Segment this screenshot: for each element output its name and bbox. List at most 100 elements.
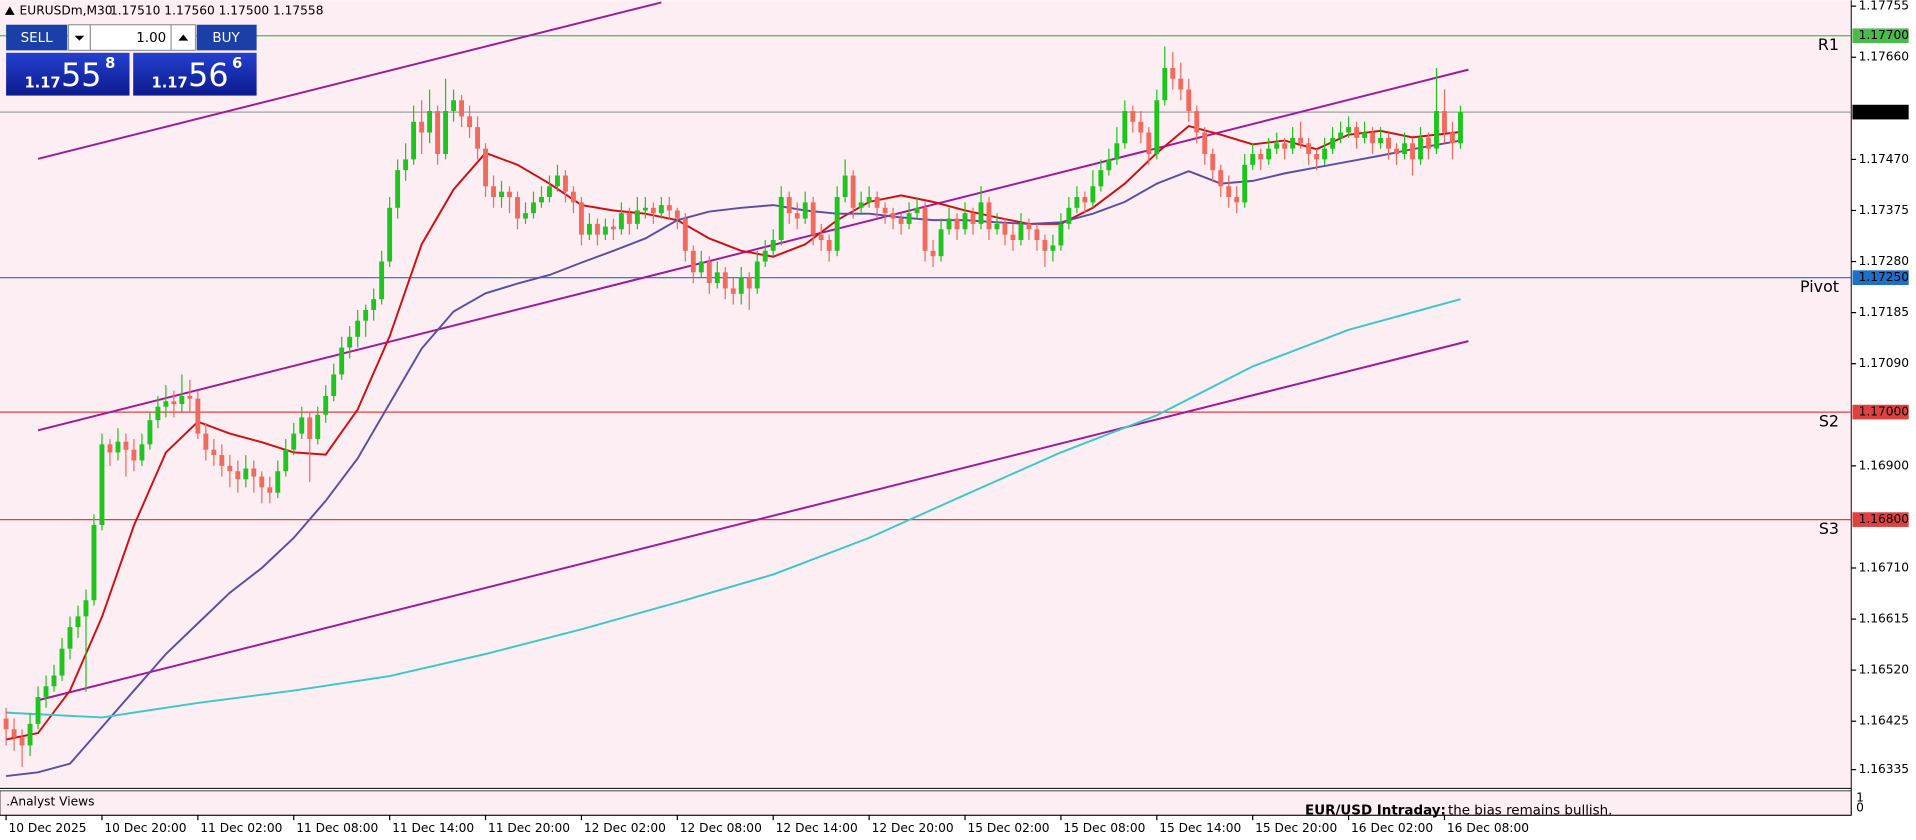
candle-body (578, 202, 584, 235)
candle-body (227, 465, 233, 472)
y-tick-label: 1.16710 (1859, 560, 1909, 574)
candle-body (339, 347, 345, 375)
bid-box[interactable] (6, 52, 130, 96)
candle-body (19, 737, 25, 746)
candle-body (594, 223, 600, 235)
level-price-label: 1.16800 (1859, 512, 1909, 526)
candle-body (1450, 132, 1455, 144)
plot-area (0, 0, 1852, 789)
candle-body (706, 261, 712, 284)
candle-body (563, 175, 568, 192)
candle-body (123, 441, 129, 450)
candle-body (147, 420, 153, 445)
indicator-pane (0, 790, 1852, 816)
candle-body (203, 433, 209, 450)
candle-body (155, 406, 161, 421)
candle-body (507, 191, 512, 198)
y-tick-label: 1.17375 (1859, 203, 1909, 217)
candle-body (459, 100, 465, 117)
candle-body (1346, 127, 1352, 133)
candle-body (1210, 154, 1216, 171)
candle-body (1042, 240, 1048, 251)
candle-body (235, 471, 241, 480)
candle-body (962, 213, 968, 230)
candle-body (171, 401, 177, 405)
lot-input[interactable] (89, 24, 172, 51)
candle-body (1066, 207, 1072, 224)
candle-body (970, 213, 976, 224)
x-tick-label: 15 Dec 02:00 (967, 821, 1049, 835)
candle-body (1410, 143, 1415, 160)
candle-body (1354, 127, 1360, 138)
level-price-box (1852, 270, 1909, 286)
candle-body (1234, 197, 1240, 203)
candle-body (115, 441, 121, 453)
level-price-label: 1.17700 (1859, 28, 1909, 42)
candle-body (99, 444, 105, 525)
candle-body (1258, 154, 1264, 160)
candle-body (1242, 164, 1248, 203)
candle-body (666, 205, 672, 211)
x-tick-label: 11 Dec 08:00 (296, 821, 378, 835)
ask-pips: 56 (188, 58, 228, 94)
level-price-box (1852, 404, 1909, 420)
x-tick-label: 11 Dec 20:00 (488, 821, 570, 835)
y-tick-label: 1.17185 (1859, 305, 1909, 319)
x-tick-label: 12 Dec 20:00 (872, 821, 954, 835)
candle-body (315, 414, 321, 439)
candle-body (275, 471, 281, 493)
candle-body (738, 277, 744, 294)
candle-body (387, 207, 393, 262)
candle-body (650, 207, 656, 214)
x-tick-label: 12 Dec 02:00 (584, 821, 666, 835)
x-tick-label: 11 Dec 02:00 (200, 821, 282, 835)
candle-body (1018, 223, 1024, 241)
candle-body (1290, 137, 1296, 149)
ask-box[interactable] (133, 52, 257, 96)
x-tick-label: 10 Dec 2025 (9, 821, 87, 835)
candle-body (1074, 197, 1080, 208)
candle-body (890, 213, 896, 219)
level-price-label: 1.17250 (1859, 270, 1909, 284)
trend-line (37, 68, 1469, 432)
ohlc-header: 1.17510 1.17560 1.17500 1.17558 (110, 4, 324, 18)
candle-body (1090, 186, 1096, 203)
candle-body (347, 336, 353, 348)
candle-body (451, 100, 457, 112)
indicator-tick: 1 (1856, 791, 1864, 805)
candle-body (1114, 143, 1120, 160)
candle-body (762, 250, 768, 262)
candle-body (802, 202, 808, 219)
candle-body (355, 320, 361, 337)
candle-body (994, 223, 1000, 230)
candle-body (634, 210, 640, 224)
candle-body (131, 449, 137, 461)
candle-body (1378, 137, 1384, 144)
candle-body (1330, 137, 1336, 149)
buy-button[interactable] (196, 24, 257, 51)
candle-body (323, 395, 329, 415)
candle-body (51, 675, 57, 687)
candle-body (954, 218, 960, 230)
y-tick-label: 1.17660 (1859, 50, 1909, 64)
candle-body (722, 272, 728, 289)
candle-body (602, 226, 608, 235)
candle-body (842, 175, 848, 198)
candle-body (674, 210, 680, 219)
y-tick-label: 1.16425 (1859, 714, 1909, 728)
candle-body (922, 207, 928, 251)
arrow-down (74, 35, 85, 41)
candle-body (818, 234, 824, 241)
arrow-up (178, 34, 189, 41)
sell-button[interactable] (6, 24, 68, 51)
candle-body (1218, 170, 1224, 187)
y-tick-label: 1.17470 (1859, 152, 1909, 166)
candle-body (1274, 143, 1280, 149)
last-price-box (1852, 104, 1909, 120)
x-tick-label: 15 Dec 14:00 (1159, 821, 1241, 835)
x-tick-label: 12 Dec 08:00 (680, 821, 762, 835)
candle-body (491, 186, 496, 198)
level-label: Pivot (1800, 277, 1839, 296)
ask-big: 1.17 (152, 74, 188, 91)
